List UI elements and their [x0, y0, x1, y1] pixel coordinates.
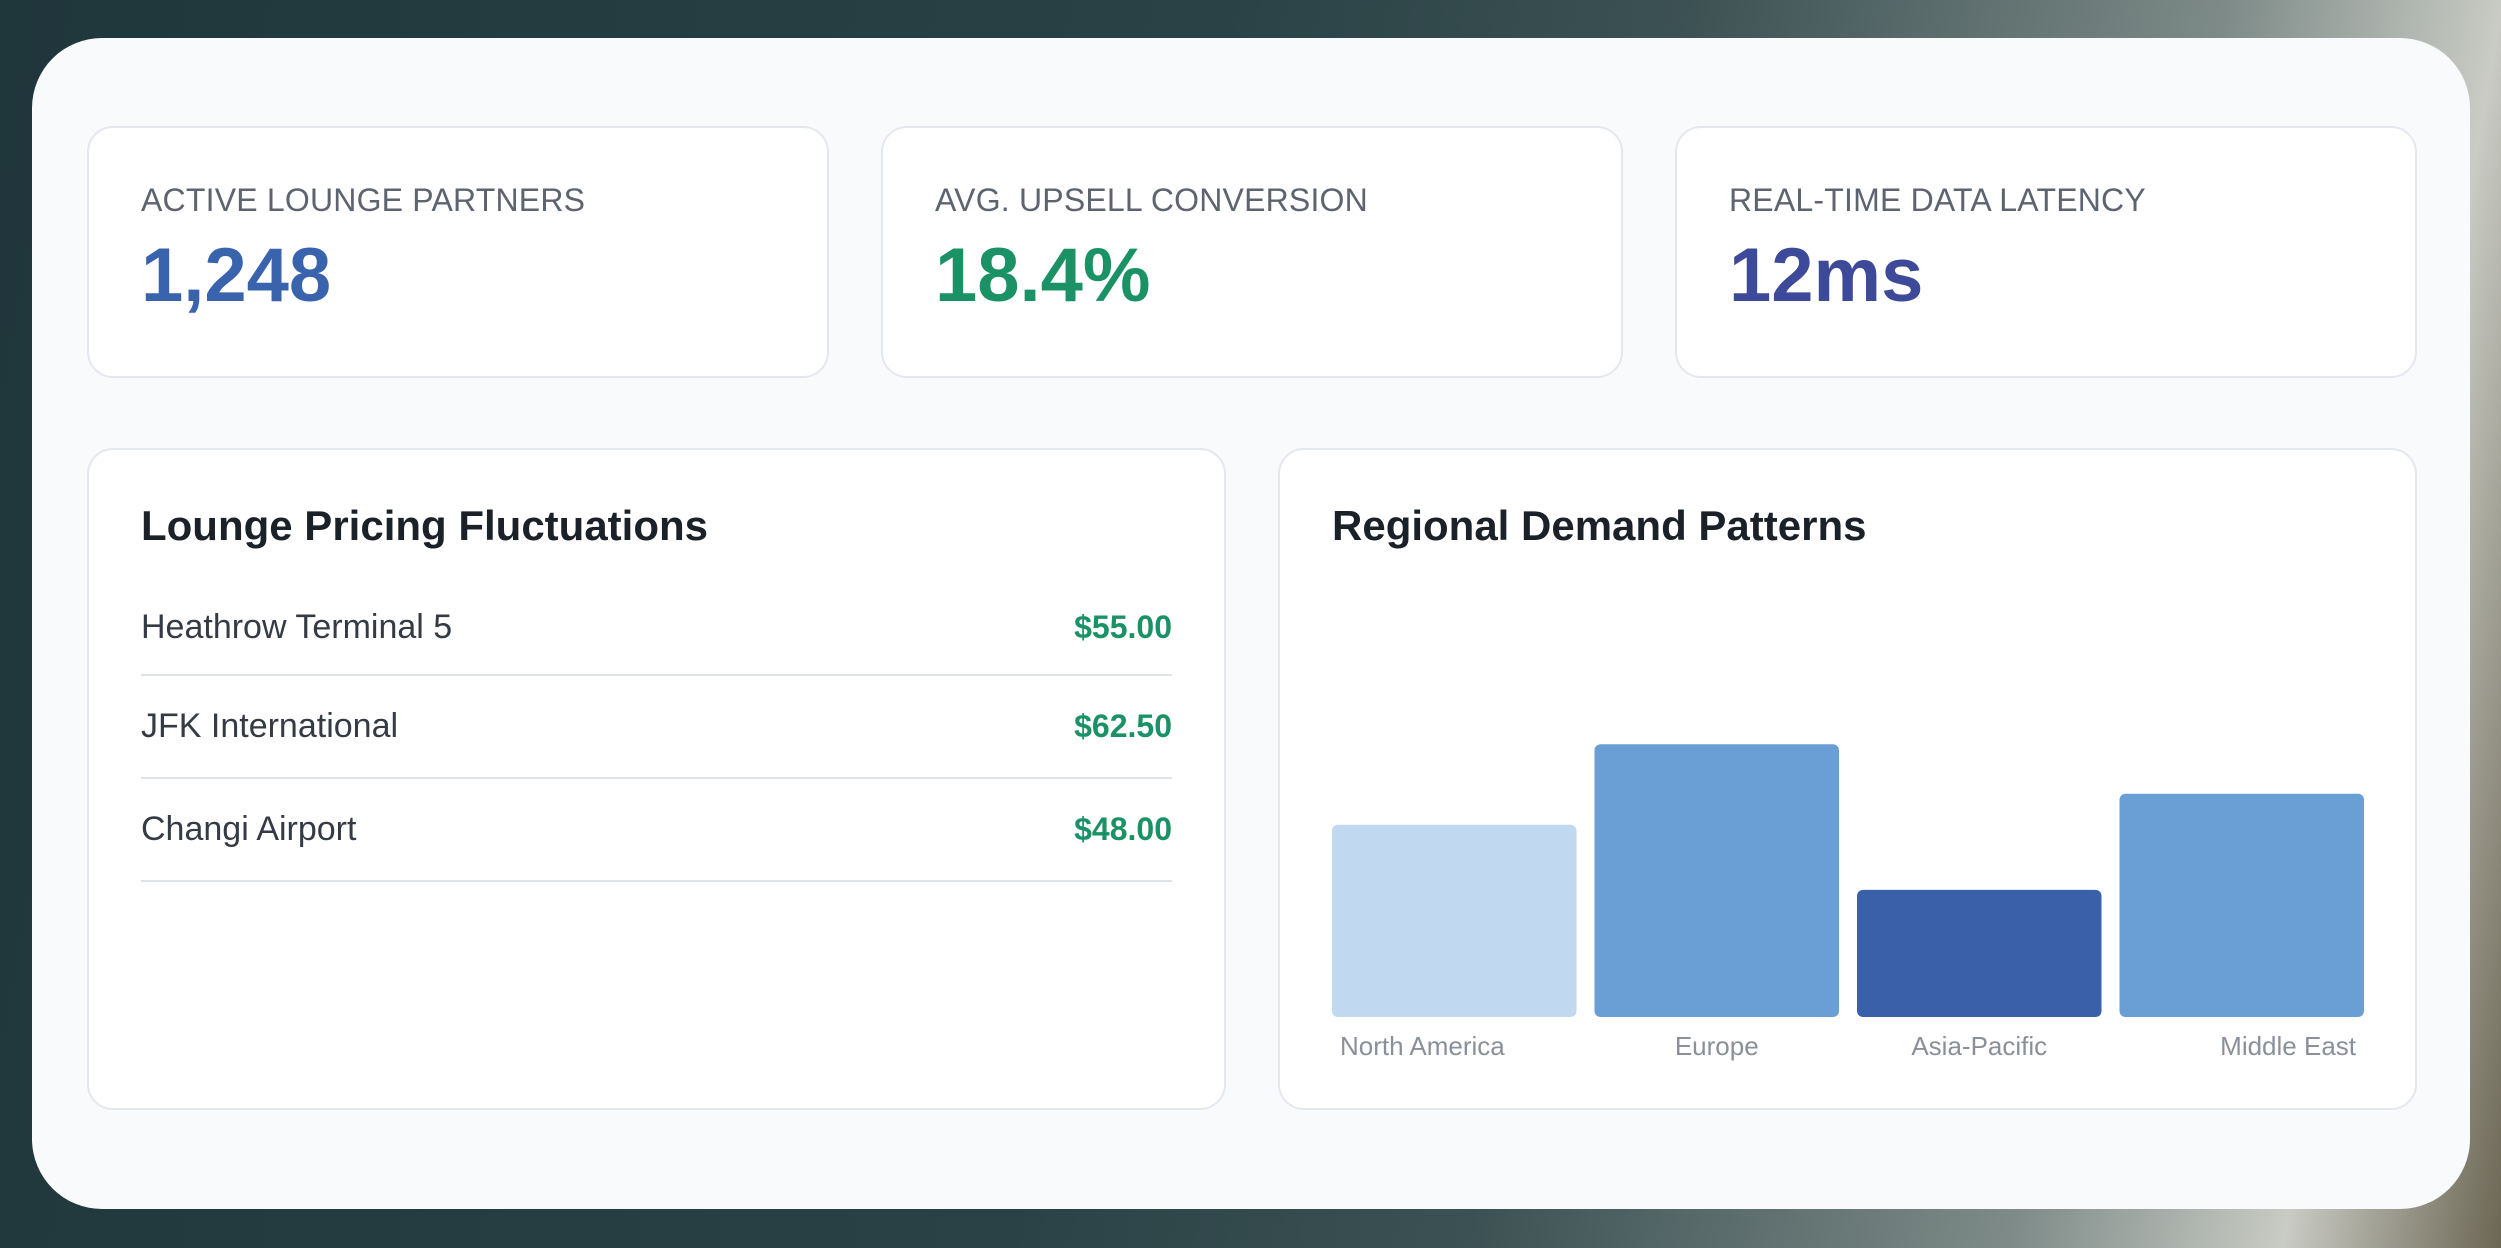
category-label: Middle East — [2220, 1031, 2357, 1061]
price-row-changi: Changi Airport $48.00 — [141, 779, 1172, 882]
bar-asia-pacific — [1857, 889, 2102, 1017]
stat-label: ACTIVE LOUNGE PARTNERS — [141, 182, 586, 218]
pricing-title: Lounge Pricing Fluctuations — [141, 502, 708, 549]
demand-title: Regional Demand Patterns — [1332, 502, 1867, 549]
lounge-name: JFK International — [141, 707, 399, 745]
bar-middle-east — [2119, 793, 2364, 1017]
lounge-price: $55.00 — [1074, 608, 1172, 645]
demand-bar-chart: North America Europe Asia-Pacific Middle Ea… — [1332, 744, 2364, 1061]
lounge-price: $62.50 — [1074, 708, 1172, 744]
demand-card: Regional Demand Patterns North America Eu… — [1278, 448, 2417, 1110]
dashboard-panel: ACTIVE LOUNGE PARTNERS 1,248 AVG. UPSELL… — [32, 38, 2470, 1209]
stat-value: 1,248 — [141, 233, 332, 318]
stat-label: REAL-TIME DATA LATENCY — [1729, 182, 2146, 218]
stat-card-conversion: AVG. UPSELL CONVERSION 18.4% — [881, 126, 1623, 378]
lounge-name: Changi Airport — [141, 810, 357, 848]
stat-card-partners: ACTIVE LOUNGE PARTNERS 1,248 — [87, 126, 829, 378]
category-label: Europe — [1675, 1031, 1759, 1061]
category-label: Asia-Pacific — [1911, 1031, 2047, 1061]
stat-value: 18.4% — [935, 233, 1151, 318]
stat-label: AVG. UPSELL CONVERSION — [935, 182, 1368, 218]
lounge-name: Heathrow Terminal 5 — [141, 607, 453, 646]
pricing-card: Lounge Pricing Fluctuations Heathrow Ter… — [87, 448, 1226, 1110]
bar-north-america — [1332, 824, 1577, 1017]
price-row-heathrow: Heathrow Terminal 5 $55.00 — [141, 580, 1172, 676]
lounge-price: $48.00 — [1074, 811, 1172, 847]
bar-europe — [1594, 744, 1839, 1017]
stat-value: 12ms — [1729, 233, 1924, 318]
price-row-jfk: JFK International $62.50 — [141, 676, 1172, 779]
stat-card-latency: REAL-TIME DATA LATENCY 12ms — [1675, 126, 2417, 378]
category-label: North America — [1340, 1031, 1505, 1061]
price-list: Heathrow Terminal 5 $55.00 JFK Internati… — [141, 580, 1172, 882]
